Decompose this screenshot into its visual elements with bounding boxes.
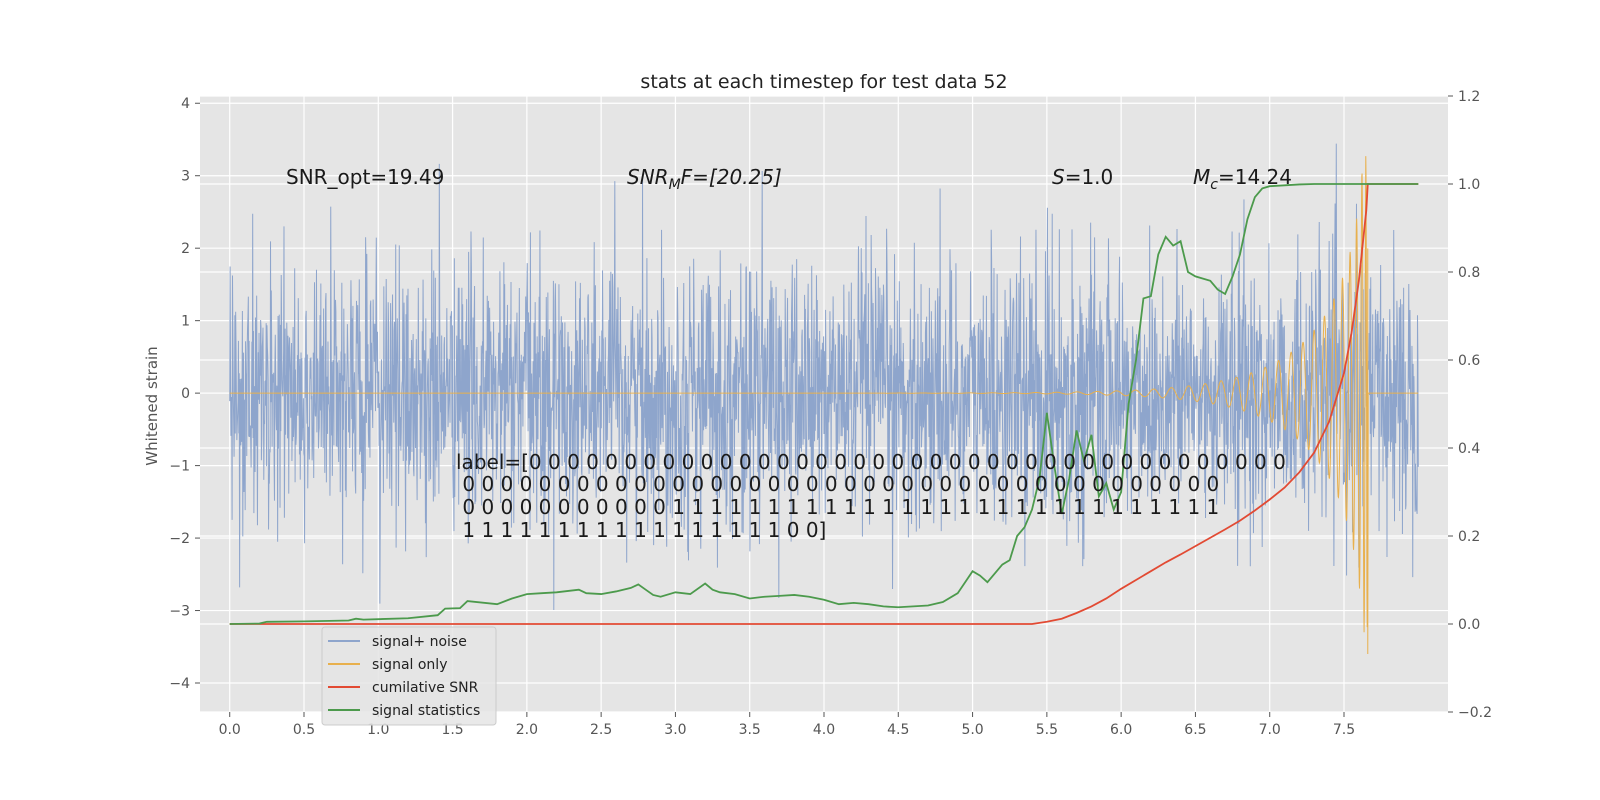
legend-label-signal-only: signal only bbox=[372, 657, 447, 673]
y-right-tick-label: 0.8 bbox=[1458, 265, 1480, 281]
x-tick-label: 3.0 bbox=[664, 722, 686, 738]
x-tick-label: 2.5 bbox=[590, 722, 612, 738]
x-tick-label: 4.5 bbox=[887, 722, 909, 738]
legend-label-cumilative-snr: cumilative SNR bbox=[372, 680, 479, 696]
annotation-mc-value: =14.24 bbox=[1218, 165, 1292, 189]
series-signal-only bbox=[229, 156, 1419, 655]
y-tick-label: 0 bbox=[181, 386, 190, 402]
y-axis-label: Whitened strain bbox=[143, 346, 161, 465]
y-tick-label: −3 bbox=[169, 604, 190, 620]
x-tick-label: 4.0 bbox=[813, 722, 835, 738]
label-line-2: 0 0 0 0 0 0 0 0 0 0 0 0 0 0 0 0 0 0 0 0 … bbox=[456, 472, 1219, 496]
cumilative-snr-line bbox=[229, 183, 1419, 625]
label-line-4: 1 1 1 1 1 1 1 1 1 1 1 1 1 1 1 1 1 0 0] bbox=[456, 518, 826, 542]
x-tick-label: 0.0 bbox=[219, 722, 241, 738]
annotation-s: S=1.0 bbox=[1052, 165, 1113, 189]
y-tick-label: −1 bbox=[169, 459, 190, 475]
annotation-mc-subscript: c bbox=[1210, 177, 1218, 193]
axes: 0.0 0.5 1.0 1.5 2.0 2.5 3.0 3.5 4.0 4.5 5.0 5.5 6.0 6… bbox=[169, 89, 1492, 738]
x-tick-label: 6.0 bbox=[1110, 722, 1132, 738]
annotation-label-array: label=[0 0 0 0 0 0 0 0 0 0 0 0 0 0 0 0 0… bbox=[456, 450, 1286, 542]
chart-title: stats at each timestep for test data 52 bbox=[640, 71, 1007, 93]
x-tick-label: 5.0 bbox=[961, 722, 983, 738]
label-line-3: 0 0 0 0 0 0 0 0 0 0 0 1 1 1 1 1 1 1 1 1 … bbox=[456, 495, 1219, 519]
annotation-s-symbol: S bbox=[1052, 165, 1065, 189]
annotation-snr-opt: SNR_opt=19.49 bbox=[286, 165, 444, 189]
y-right-tick-label: 0.0 bbox=[1458, 617, 1480, 633]
x-tick-label: 0.5 bbox=[293, 722, 315, 738]
y-tick-label: 4 bbox=[181, 96, 190, 112]
y-right-tick-label: −0.2 bbox=[1458, 705, 1492, 721]
y-tick-label: 2 bbox=[181, 241, 190, 257]
annotation-mc-symbol: M bbox=[1193, 165, 1210, 189]
signal-statistics-line bbox=[229, 183, 1419, 625]
x-tick-label: 5.5 bbox=[1036, 722, 1058, 738]
x-tick-label: 2.0 bbox=[516, 722, 538, 738]
legend-box bbox=[321, 626, 497, 726]
annotation-mc: Mc=14.24 bbox=[1193, 165, 1292, 193]
x-tick-label: 3.5 bbox=[739, 722, 761, 738]
signal-plus-noise-line bbox=[229, 143, 1419, 611]
y-right-tick-label: 0.4 bbox=[1458, 441, 1480, 457]
y-right-tick-label: 0.2 bbox=[1458, 529, 1480, 545]
x-tick-label: 1.5 bbox=[441, 722, 463, 738]
annotation-snr-mf-symbol: SNR bbox=[627, 165, 669, 189]
legend-label-signal-plus-noise: signal+ noise bbox=[372, 634, 467, 650]
y-right-tick-label: 0.6 bbox=[1458, 353, 1480, 369]
annotation-snr-mf: SNRMF=[20.25] bbox=[627, 165, 782, 193]
label-line-1: label=[0 0 0 0 0 0 0 0 0 0 0 0 0 0 0 0 0… bbox=[456, 450, 1286, 474]
y-tick-label: −2 bbox=[169, 531, 190, 547]
y-tick-label: 1 bbox=[181, 314, 190, 330]
annotation-s-value: =1.0 bbox=[1065, 165, 1114, 189]
annotation-snr-mf-f: F=[20.25] bbox=[681, 165, 782, 189]
series-signal-plus-noise bbox=[229, 143, 1419, 611]
signal-only-line bbox=[229, 156, 1419, 655]
x-tick-label: 7.5 bbox=[1333, 722, 1355, 738]
x-tick-label: 6.5 bbox=[1184, 722, 1206, 738]
annotation-snr-mf-subscript: M bbox=[669, 177, 681, 193]
y-right-tick-label: 1.2 bbox=[1458, 89, 1480, 105]
series-curves bbox=[229, 183, 1419, 625]
legend: signal+ noise signal only cumilative SNR… bbox=[321, 626, 497, 726]
y-tick-label: 3 bbox=[181, 169, 190, 185]
y-right-tick-label: 1.0 bbox=[1458, 177, 1480, 193]
x-tick-label: 7.0 bbox=[1259, 722, 1281, 738]
y-tick-label: −4 bbox=[169, 676, 190, 692]
legend-label-signal-statistics: signal statistics bbox=[372, 703, 480, 719]
x-tick-label: 1.0 bbox=[367, 722, 389, 738]
